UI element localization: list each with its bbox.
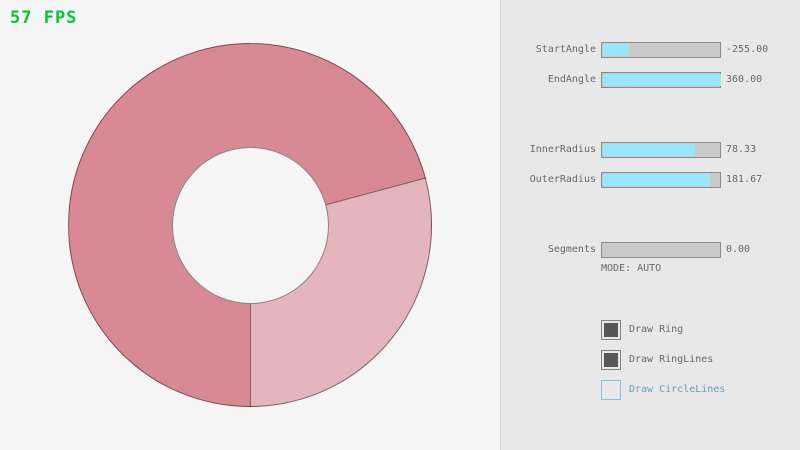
slider-startangle-label: StartAngle [535,44,596,55]
slider-startangle-value: -255.00 [726,44,769,55]
fps-counter: 57 FPS [10,8,78,28]
slider-segments-value: 0.00 [726,244,751,255]
slider-outerradius-value: 181.67 [726,174,763,185]
checkbox-draw-ringlines-box[interactable] [601,350,621,370]
slider-innerradius-track[interactable] [601,142,721,158]
slider-startangle[interactable]: StartAngle -255.00 [501,40,800,60]
ring-segment-line-bottom [249,225,251,407]
slider-innerradius-fill [603,144,696,156]
checkbox-draw-ring[interactable]: Draw Ring [501,320,800,340]
checkbox-draw-ringlines-label: Draw RingLines [629,354,714,365]
checkbox-draw-circlelines-box[interactable] [601,380,621,400]
slider-segments[interactable]: Segments 0.00 [501,240,800,260]
ring-hole [171,146,329,304]
slider-innerradius-label: InnerRadius [529,144,596,155]
slider-innerradius-value: 78.33 [726,144,757,155]
slider-startangle-track[interactable] [601,42,721,58]
slider-endangle-track[interactable] [601,72,721,88]
control-panel: StartAngle -255.00 EndAngle 360.00 Inner… [500,0,800,450]
slider-startangle-fill [603,44,629,56]
slider-segments-label: Segments [547,244,596,255]
checkbox-draw-ring-label: Draw Ring [629,324,684,335]
slider-outerradius[interactable]: OuterRadius 181.67 [501,170,800,190]
checkbox-draw-ringlines[interactable]: Draw RingLines [501,350,800,370]
slider-segments-track[interactable] [601,242,721,258]
slider-outerradius-fill [603,174,711,186]
checkbox-draw-circlelines[interactable]: Draw CircleLines [501,380,800,400]
slider-endangle[interactable]: EndAngle 360.00 [501,70,800,90]
segments-mode-text: MODE: AUTO [601,263,662,274]
slider-outerradius-track[interactable] [601,172,721,188]
slider-endangle-value: 360.00 [726,74,763,85]
slider-innerradius[interactable]: InnerRadius 78.33 [501,140,800,160]
slider-endangle-fill [603,74,721,86]
slider-endangle-label: EndAngle [547,74,596,85]
ring-graphic [68,43,432,407]
checkbox-draw-circlelines-label: Draw CircleLines [629,384,726,395]
checkbox-draw-ring-box[interactable] [601,320,621,340]
slider-outerradius-label: OuterRadius [529,174,596,185]
